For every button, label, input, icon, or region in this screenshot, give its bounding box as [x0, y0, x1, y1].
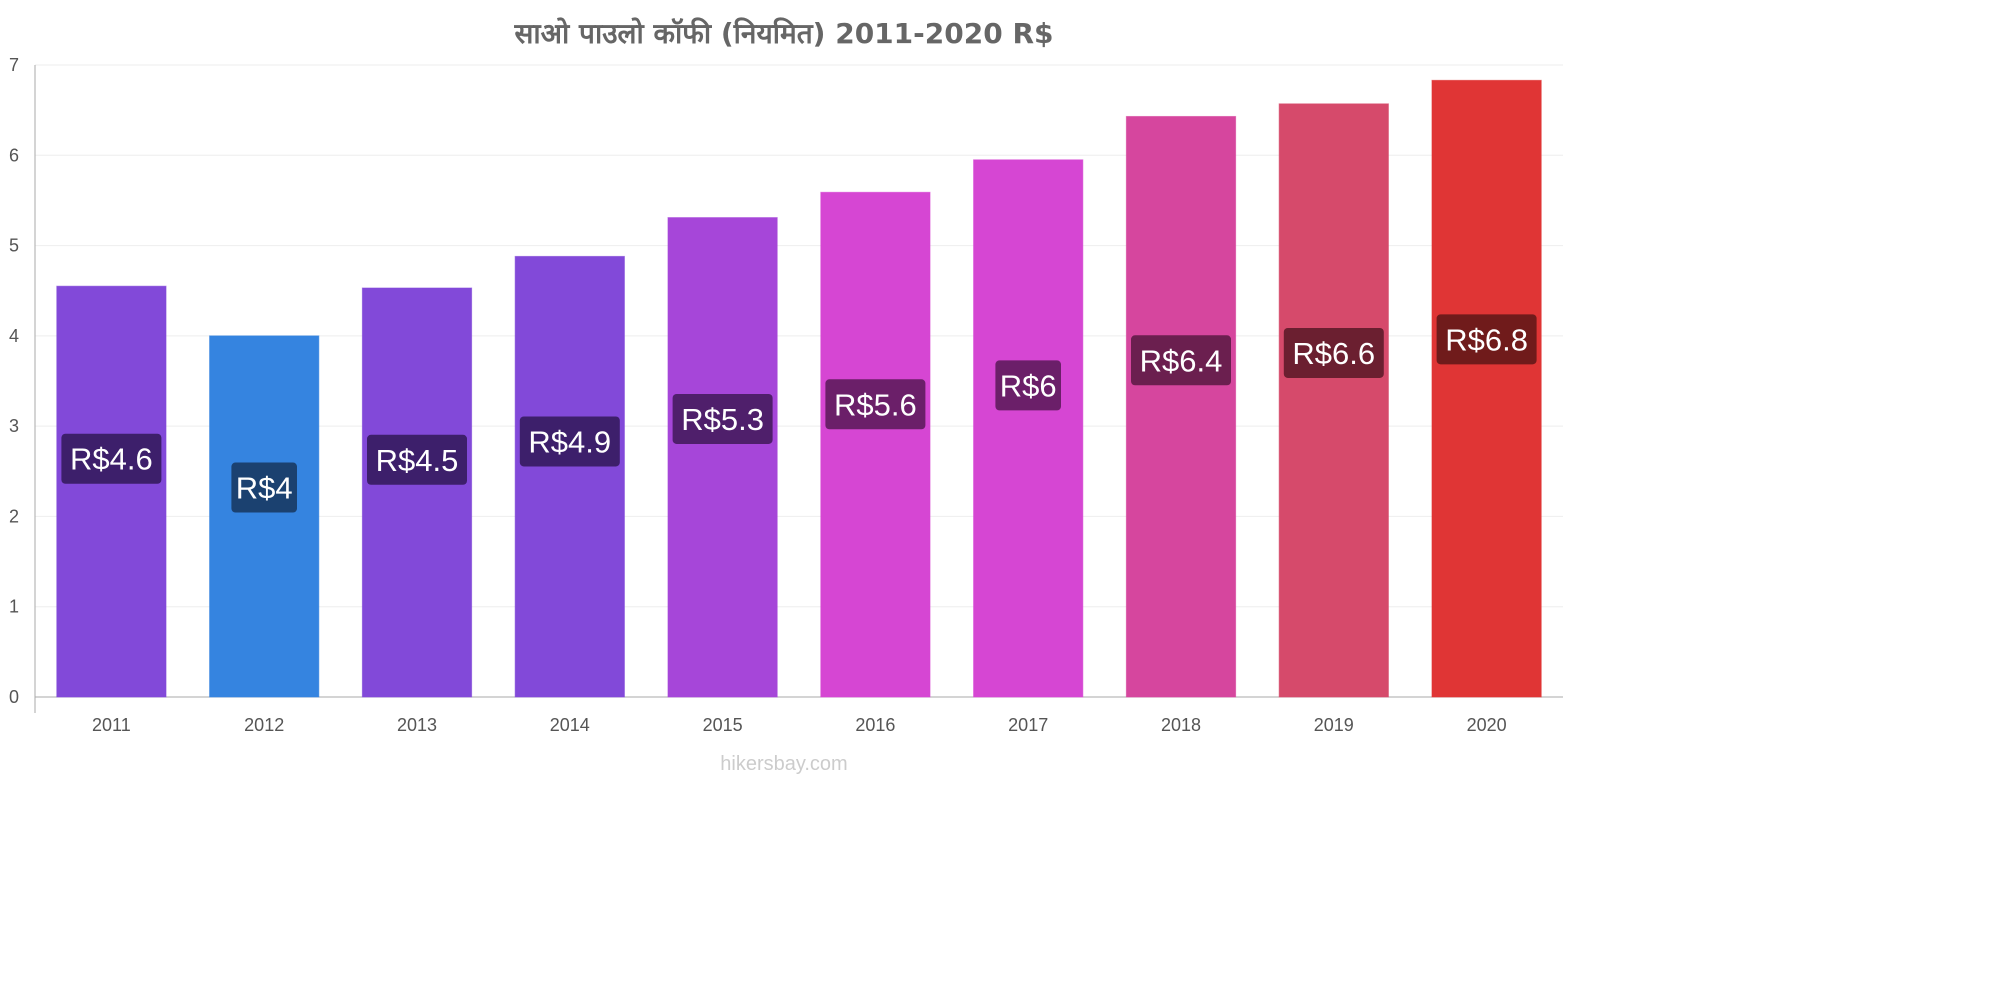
bar [1278, 103, 1389, 698]
data-label: R$4.9 [528, 424, 611, 459]
y-tick-label: 0 [9, 687, 19, 707]
data-label-box [1283, 327, 1384, 378]
bar [1431, 79, 1542, 698]
x-tick-label: 2013 [397, 715, 437, 735]
bar [820, 191, 931, 698]
watermark: hikersbay.com [720, 753, 848, 775]
data-label-box [672, 393, 773, 444]
x-tick-label: 2012 [244, 715, 284, 735]
data-label-box [519, 416, 620, 467]
data-label-box [231, 462, 297, 513]
data-label: R$6 [1000, 368, 1057, 403]
bar [514, 255, 625, 698]
data-label: R$4 [236, 471, 293, 506]
bar [361, 287, 473, 698]
chart-container: साओ पाउलो कॉफी (नियमित) 2011-2020 R$ 0 1 2… [9, 17, 1563, 775]
bar-chart: 0 1 2 3 4 5 6 7 R$4.6 2011 R$4 2012 R$4.5 2013 R$4.9 20… [9, 55, 1563, 735]
data-label-box [1436, 314, 1537, 365]
x-tick-label: 2014 [550, 715, 590, 735]
chart-title: साओ पाउलो कॉफी (नियमित) 2011-2020 R$ [514, 17, 1054, 50]
y-tick-label: 2 [9, 506, 19, 526]
x-tick-label: 2011 [92, 715, 131, 735]
x-tick-label: 2016 [855, 715, 895, 735]
bar [1125, 115, 1237, 698]
data-label-box [825, 379, 926, 430]
y-tick-label: 7 [9, 55, 19, 75]
data-label: R$4.6 [70, 442, 153, 477]
x-tick-label: 2017 [1008, 715, 1048, 735]
bar [209, 335, 320, 698]
data-label: R$6.4 [1140, 343, 1223, 378]
data-label: R$6.8 [1445, 322, 1528, 357]
y-tick-label: 4 [9, 326, 19, 346]
bar [56, 285, 167, 698]
data-label-box [61, 433, 162, 484]
y-tick-label: 5 [9, 236, 19, 256]
data-label-box [995, 360, 1061, 411]
data-label-box [1131, 335, 1231, 386]
y-tick-label: 1 [9, 597, 19, 617]
x-tick-label: 2019 [1314, 715, 1354, 735]
bar [973, 159, 1084, 698]
y-tick-label: 3 [9, 416, 19, 436]
data-label: R$5.3 [681, 402, 764, 437]
data-label-box [367, 434, 467, 485]
x-tick-label: 2018 [1161, 715, 1201, 735]
data-label: R$5.6 [834, 387, 917, 422]
y-tick-label: 6 [9, 145, 19, 165]
data-label: R$4.5 [376, 443, 459, 478]
bar [667, 217, 778, 698]
x-tick-label: 2015 [703, 715, 743, 735]
x-tick-label: 2020 [1467, 715, 1507, 735]
data-label: R$6.6 [1292, 336, 1375, 371]
